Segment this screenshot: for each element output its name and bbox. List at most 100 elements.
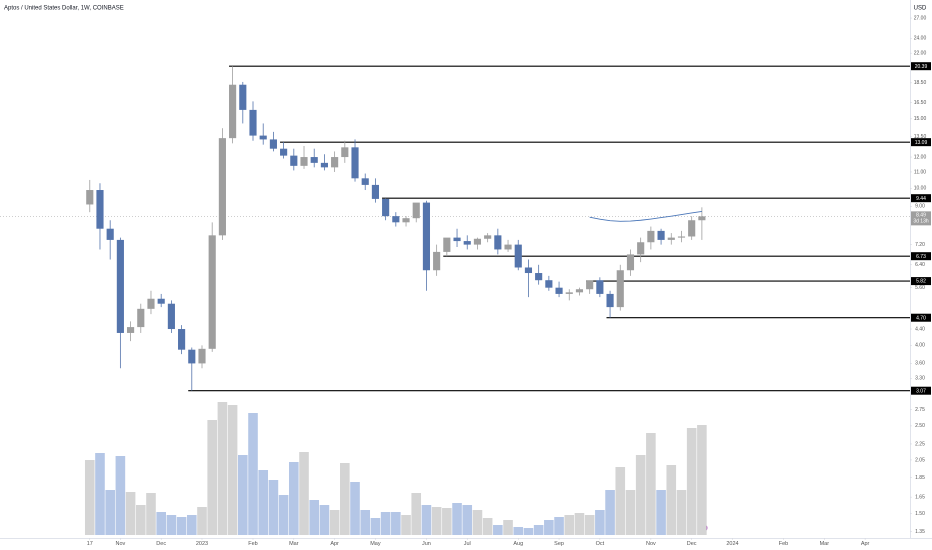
candle-body	[280, 148, 288, 156]
candle-body	[606, 293, 614, 308]
candle-body	[259, 135, 267, 140]
volume-bar	[503, 520, 513, 535]
candle-body	[147, 298, 155, 309]
y-tick-label: 12.00	[914, 154, 927, 160]
y-tick-label: 1.65	[915, 494, 925, 500]
candle-body	[320, 162, 328, 168]
candle-body	[310, 157, 318, 163]
volume-bar	[676, 490, 687, 535]
x-tick-label: Mar	[820, 541, 830, 547]
level-label-box	[911, 194, 931, 203]
volume-bar	[105, 490, 115, 535]
volume-bar	[533, 525, 544, 535]
candle-body	[300, 157, 308, 166]
x-tick-label: Aug	[513, 541, 523, 547]
volume-bar	[238, 455, 248, 535]
y-tick-label: 15.00	[914, 116, 927, 122]
candle-body	[433, 251, 441, 271]
volume-bar	[207, 420, 217, 535]
y-tick-label: 18.50	[914, 80, 927, 86]
candle-body	[96, 190, 104, 229]
candle-body	[239, 84, 247, 110]
volume-bar	[217, 402, 228, 535]
volume-bar	[544, 520, 554, 535]
x-tick-label: Dec	[156, 541, 166, 547]
volume-bar	[186, 515, 197, 535]
y-tick-label: 3.30	[915, 376, 925, 382]
y-tick-label: 1.85	[915, 475, 925, 481]
volume-bar	[125, 492, 136, 535]
candle-body	[504, 244, 512, 250]
x-tick-label: Sep	[554, 541, 564, 547]
volume-bar	[697, 425, 707, 535]
x-tick-label: Nov	[646, 541, 656, 547]
level-label-box	[911, 62, 931, 71]
candle-body	[331, 157, 339, 168]
y-tick-label: 4.00	[915, 343, 925, 349]
y-tick-label: 1.50	[915, 511, 925, 517]
candle-body	[555, 287, 563, 294]
volume-bar	[523, 528, 534, 535]
volume-bar	[452, 503, 462, 535]
volume-bar	[268, 480, 279, 535]
candle-body	[616, 270, 624, 308]
candle-body	[402, 218, 410, 223]
currency-label: USD	[914, 6, 927, 12]
candle-body	[586, 280, 594, 290]
x-tick-label: 2024	[726, 541, 738, 547]
volume-bar	[380, 512, 391, 535]
volume-bar	[472, 510, 483, 535]
candle-body	[473, 238, 482, 245]
volume-bar	[615, 467, 626, 535]
y-tick-label: 1.35	[915, 529, 925, 535]
x-tick-label: 2023	[196, 541, 208, 547]
x-tick-label: Feb	[779, 541, 788, 547]
volume-bar	[289, 462, 299, 535]
volume-bar	[329, 510, 340, 535]
volume-bar	[595, 510, 605, 535]
y-tick-label: 27.00	[914, 15, 927, 21]
volume-bar	[391, 512, 401, 535]
candle-body	[575, 289, 584, 293]
countdown-label: 3d 13h	[913, 219, 929, 225]
candle-body	[453, 237, 461, 242]
x-tick-label: Oct	[596, 541, 605, 547]
volume-bar	[227, 405, 238, 535]
volume-bar	[258, 470, 269, 535]
level-label: 5.82	[916, 279, 926, 285]
volume-bar	[197, 507, 207, 535]
volume-bar	[84, 460, 95, 535]
level-label-box	[911, 313, 931, 322]
volume-bar	[462, 505, 473, 535]
candle-body	[626, 254, 635, 271]
level-label: 9.44	[916, 196, 926, 202]
volume-bar	[176, 517, 187, 535]
y-tick-label: 2.75	[915, 407, 925, 413]
y-tick-label: 9.00	[915, 204, 925, 210]
candle-body	[443, 237, 451, 252]
volume-bar	[635, 455, 646, 535]
volume-bar	[513, 527, 524, 535]
volume-bar	[686, 428, 697, 535]
y-tick-label: 11.00	[914, 169, 926, 175]
volume-bar	[360, 510, 371, 535]
volume-bar	[625, 490, 636, 535]
volume-bar	[666, 465, 677, 535]
candle-body	[249, 109, 257, 136]
volume-bar	[166, 515, 177, 535]
volume-bar	[646, 433, 656, 535]
level-label-box	[911, 277, 931, 286]
candle-body	[463, 241, 471, 245]
candle-body	[494, 235, 502, 250]
y-tick-label: 2.25	[915, 441, 925, 447]
volume-bar	[605, 490, 615, 535]
candle-body	[341, 147, 349, 158]
volume-bar	[493, 525, 503, 535]
candle-body	[524, 267, 533, 274]
candle-body	[596, 280, 604, 294]
candle-body	[116, 239, 124, 333]
candle-body	[657, 230, 665, 240]
